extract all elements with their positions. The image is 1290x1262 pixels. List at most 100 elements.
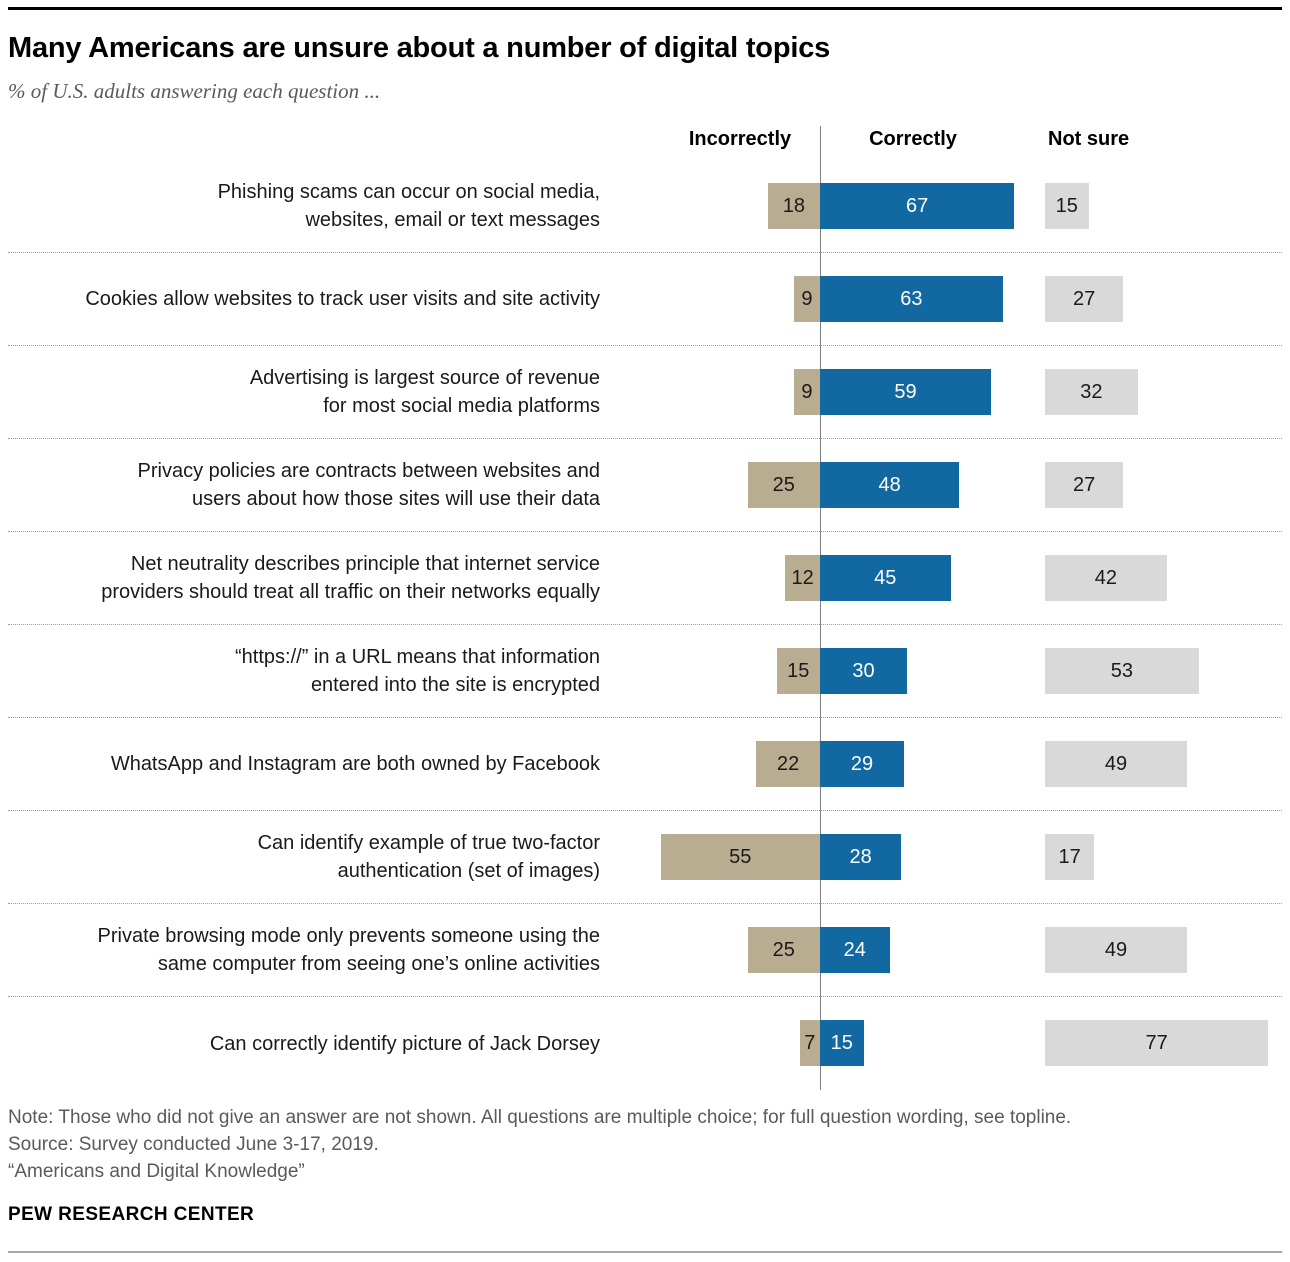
bar-value: 49: [1104, 752, 1128, 775]
incorrect-bar: 55: [660, 834, 820, 880]
bar-value: 63: [900, 287, 923, 310]
incorrect-bar: 7: [799, 1020, 820, 1066]
notsure-bar: 17: [1045, 834, 1095, 880]
bar-value: 27: [1073, 473, 1096, 496]
bar-value: 42: [1094, 566, 1118, 589]
chart-row: Advertising is largest source of revenue…: [8, 346, 1282, 439]
question-label: WhatsApp and Instagram are both owned by…: [110, 753, 600, 775]
incorrect-bar: 25: [747, 927, 820, 973]
incorrect-bar: 12: [785, 555, 820, 601]
chart: Incorrectly Correctly Not sure Phishing …: [8, 124, 1282, 1090]
top-rule: [8, 7, 1282, 10]
bar-value: 67: [906, 194, 929, 217]
bar-value: 24: [843, 938, 866, 961]
bar-value: 9: [801, 380, 813, 403]
bar-value: 15: [830, 1031, 853, 1054]
incorrect-bar: 9: [793, 276, 820, 322]
bar-value: 25: [772, 473, 795, 496]
row-bars: 25 48 27: [600, 439, 1282, 531]
chart-row: Can correctly identify picture of Jack D…: [8, 997, 1282, 1090]
page-subtitle: % of U.S. adults answering each question…: [8, 79, 381, 103]
row-bars: 15 30 53: [600, 625, 1282, 717]
correct-bar: 59: [820, 369, 992, 415]
correct-bar: 63: [820, 276, 1003, 322]
bar-value: 25: [772, 938, 795, 961]
question-label: Cookies allow websites to track user vis…: [85, 288, 600, 310]
notsure-bar: 42: [1045, 555, 1167, 601]
header-labels: Incorrectly Correctly Not sure: [600, 124, 1282, 160]
correct-bar: 15: [820, 1020, 864, 1066]
question-label: Can identify example of true two-factor …: [257, 832, 600, 882]
correct-bar: 48: [820, 462, 960, 508]
chart-row: Can identify example of true two-factor …: [8, 811, 1282, 904]
bar-value: 27: [1073, 287, 1096, 310]
note-text: Note: Those who did not give an answer a…: [8, 1107, 1072, 1128]
source-text: Source: Survey conducted June 3-17, 2019…: [8, 1134, 379, 1155]
notsure-bar: 53: [1045, 648, 1199, 694]
bar-value: 55: [729, 845, 752, 868]
question-label: Private browsing mode only prevents some…: [97, 925, 601, 975]
correct-bar: 28: [820, 834, 902, 880]
brand: PEW RESEARCH CENTER: [8, 1204, 255, 1225]
incorrect-bar: 15: [776, 648, 820, 694]
bar-value: 18: [782, 194, 806, 217]
bar-value: 49: [1104, 938, 1128, 961]
correct-bar: 67: [820, 183, 1015, 229]
bar-value: 32: [1080, 380, 1103, 403]
question-label: Phishing scams can occur on social media…: [217, 181, 600, 231]
chart-row: Net neutrality describes principle that …: [8, 532, 1282, 625]
incorrect-bar: 22: [756, 741, 820, 787]
question-label: “https://” in a URL means that informati…: [235, 646, 600, 696]
chart-row: Private browsing mode only prevents some…: [8, 904, 1282, 997]
question-label: Advertising is largest source of revenue…: [249, 367, 600, 417]
chart-row: Privacy policies are contracts between w…: [8, 439, 1282, 532]
notsure-bar: 27: [1045, 462, 1124, 508]
notsure-bar: 27: [1045, 276, 1124, 322]
row-bars: 12 45 42: [600, 532, 1282, 624]
bar-value: 7: [804, 1031, 816, 1054]
notsure-bar: 49: [1045, 741, 1188, 787]
bar-value: 15: [787, 659, 810, 682]
bar-value: 12: [791, 566, 814, 589]
row-bars: 22 29 49: [600, 718, 1282, 810]
chart-row: Cookies allow websites to track user vis…: [8, 253, 1282, 346]
column-header-correctly: Correctly: [869, 128, 957, 150]
row-bars: 7 15 77: [600, 997, 1282, 1090]
chart-rows: Phishing scams can occur on social media…: [8, 160, 1282, 1090]
footer: Note: Those who did not give an answer a…: [8, 1104, 1282, 1228]
report-title: “Americans and Digital Knowledge”: [8, 1161, 305, 1182]
axis-line: [820, 126, 821, 1090]
question-label: Privacy policies are contracts between w…: [137, 460, 600, 510]
question-label: Can correctly identify picture of Jack D…: [209, 1032, 600, 1055]
notsure-bar: 32: [1045, 369, 1138, 415]
chart-row: WhatsApp and Instagram are both owned by…: [8, 718, 1282, 811]
bar-value: 28: [849, 845, 872, 868]
bar-value: 9: [801, 287, 813, 310]
bar-value: 15: [1055, 194, 1078, 217]
notsure-bar: 77: [1045, 1020, 1269, 1066]
notsure-bar: 49: [1045, 927, 1188, 973]
bar-value: 45: [874, 566, 897, 589]
correct-bar: 45: [820, 555, 951, 601]
bar-value: 53: [1110, 659, 1133, 682]
notsure-bar: 15: [1045, 183, 1089, 229]
incorrect-bar: 25: [747, 462, 820, 508]
bar-value: 77: [1145, 1031, 1168, 1054]
correct-bar: 29: [820, 741, 905, 787]
column-headers: Incorrectly Correctly Not sure: [8, 124, 1282, 160]
incorrect-bar: 9: [793, 369, 820, 415]
bar-value: 30: [852, 659, 875, 682]
question-label: Net neutrality describes principle that …: [101, 553, 600, 603]
bar-value: 48: [878, 473, 901, 496]
column-header-incorrectly: Incorrectly: [688, 128, 792, 150]
incorrect-bar: 18: [767, 183, 820, 229]
bar-value: 17: [1058, 845, 1081, 868]
bar-value: 29: [850, 752, 874, 775]
row-bars: 9 59 32: [600, 346, 1282, 438]
correct-bar: 24: [820, 927, 890, 973]
header-spacer: [8, 124, 600, 160]
bar-value: 59: [894, 380, 917, 403]
chart-row: “https://” in a URL means that informati…: [8, 625, 1282, 718]
chart-row: Phishing scams can occur on social media…: [8, 160, 1282, 253]
